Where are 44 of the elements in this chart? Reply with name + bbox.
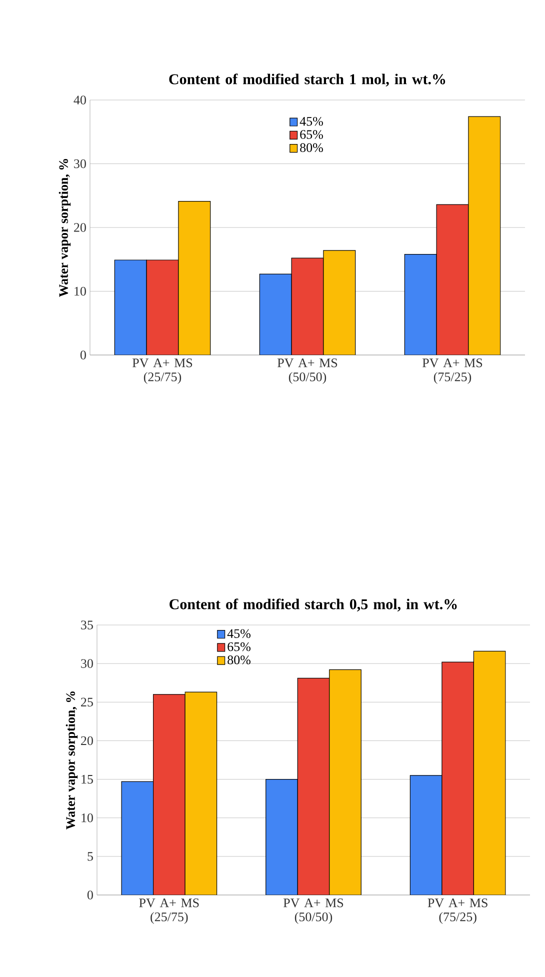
- bar: [291, 258, 324, 355]
- legend-label: 65%: [300, 130, 323, 139]
- bar: [442, 662, 474, 895]
- y-tick-label: 10: [74, 286, 86, 296]
- bar: [114, 260, 147, 355]
- bar: [323, 250, 356, 355]
- y-tick-label: 20: [74, 223, 86, 232]
- legend-label: 65%: [228, 642, 250, 652]
- x-tick-label: PV A+ MS (25/75): [139, 898, 199, 924]
- y-axis-title: Water vapor sorption, %: [66, 692, 78, 830]
- y-tick-label: 15: [82, 774, 93, 784]
- chart-title: Content of modified starch 1 mol, in wt.%: [169, 74, 446, 86]
- bar: [259, 274, 292, 355]
- legend-label: 80%: [228, 655, 250, 664]
- bar: [468, 116, 501, 355]
- bar: [297, 678, 330, 895]
- y-tick-label: 5: [88, 852, 93, 861]
- x-tick-label: PV A+ MS (50/50): [277, 358, 338, 384]
- legend-label: 45%: [227, 629, 250, 638]
- y-tick-label: 30: [81, 659, 93, 668]
- y-tick-label: 30: [74, 159, 86, 168]
- y-tick-label: 0: [87, 890, 93, 900]
- bar: [410, 775, 442, 895]
- y-tick-label: 0: [80, 350, 86, 360]
- bar: [146, 260, 179, 355]
- bar: [121, 781, 154, 895]
- bar: [436, 204, 469, 355]
- legend-label: 45%: [300, 116, 323, 126]
- x-tick-label: PV A+ MS (75/25): [422, 358, 482, 384]
- y-tick-label: 40: [74, 96, 86, 104]
- y-tick-label: 10: [82, 813, 93, 822]
- bar: [152, 694, 186, 895]
- bar: [404, 254, 437, 355]
- y-tick-label: 35: [81, 620, 93, 630]
- x-tick-label: PV A+ MS (50/50): [283, 898, 344, 924]
- y-tick-label: 25: [81, 698, 93, 706]
- chart-title: Content of modified starch 0,5 mol, in wt.%: [170, 598, 457, 612]
- x-tick-label: PV A+ MS (75/25): [428, 898, 488, 924]
- legend-label: 80%: [300, 143, 323, 152]
- y-axis-title: Water vapor sorption, %: [58, 159, 71, 297]
- bar: [178, 201, 211, 355]
- x-tick-label: PV A+ MS (25/75): [132, 358, 192, 384]
- bar: [266, 778, 298, 895]
- y-tick-label: 20: [81, 736, 93, 746]
